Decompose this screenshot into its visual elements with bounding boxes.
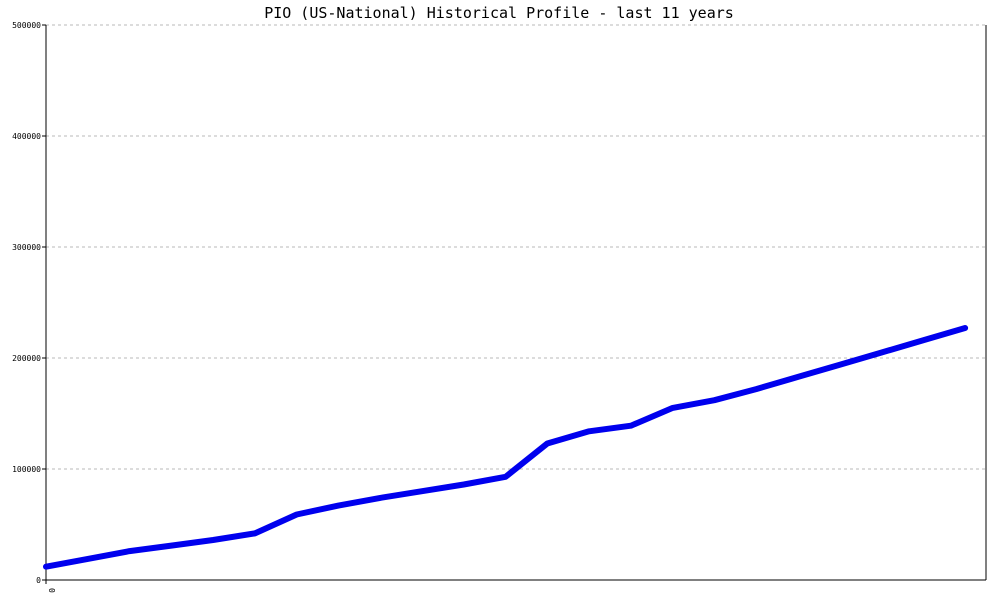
series-line-0: [43, 325, 969, 570]
y-tick-label-3: 300000: [12, 243, 41, 252]
x-tick-label-0: 0: [47, 588, 56, 593]
y-tick-label-1: 100000: [12, 465, 41, 474]
y-tick-label-0: 0: [36, 576, 41, 585]
grid-lines: [46, 24, 986, 470]
y-tick-label-4: 400000: [12, 132, 41, 141]
y-tick-label-2: 200000: [12, 354, 41, 363]
series-layer: [43, 325, 969, 570]
chart-title: PIO (US-National) Historical Profile - l…: [264, 4, 734, 22]
tick-labels: 0 100000 200000 300000 400000 500000 0: [12, 21, 56, 593]
y-tick-label-5: 500000: [12, 21, 41, 30]
